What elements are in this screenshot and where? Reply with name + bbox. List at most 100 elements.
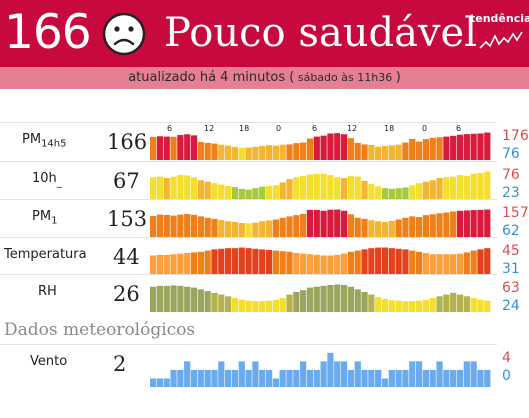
row-label-name: PM [32,209,52,224]
wind-bar [463,361,470,387]
pm1-bar [354,217,361,237]
update-main: atualizado há 4 minutos ( [128,70,295,85]
temperature-bar [245,248,252,275]
pm25-bar [225,145,232,160]
row-label-name: Temperatura [4,247,87,262]
temperature-bar [463,252,470,275]
pm10-bar [422,181,430,199]
pm25-bar [463,134,470,160]
row-value: 44 [113,245,140,269]
pm10-bar [484,171,491,199]
temperature-bar [443,254,450,275]
pm10-bar [265,186,273,199]
humidity-bar [436,296,443,312]
row-divider [0,161,497,162]
pm10-bar [429,180,436,199]
wind-bar [197,369,204,387]
pm25-bar [409,138,416,160]
wind-bar [225,369,232,387]
humidity-bar [381,298,389,312]
pm10-bar [170,176,177,199]
pm10-bar [211,183,218,199]
pm1-bar [375,221,382,237]
pm10-bar [272,185,279,199]
pm25-bar [456,134,464,160]
trend-line-icon[interactable] [478,28,524,54]
temperature-bar [395,248,402,275]
humidity-bar [306,287,314,312]
temperature-bar [293,253,300,275]
pm1-bar [231,221,239,237]
pm1-sparkline [150,209,491,237]
pm10-bar [388,188,395,199]
row-label-sub: 14h5 [41,138,67,150]
wind-bar [334,361,341,387]
temperature-bar [150,255,157,275]
hour-tick: 18 [239,124,250,133]
row-max: 157 [502,205,529,221]
pm25-bar [265,145,273,160]
temperature-bar [190,252,198,275]
humidity-bar [327,284,334,312]
pm10-bar [225,186,232,199]
pm10-bar [368,183,375,199]
wind-bar [450,369,457,387]
temperature-bar [450,254,457,275]
pm10-bar [156,176,164,199]
pm25-bar [381,145,389,160]
wind-bar [415,361,423,387]
temperature-bar [279,251,286,275]
pm25-bar [238,147,245,160]
hour-tick: 6 [456,124,462,133]
pm1-bar [388,220,395,237]
humidity-bar [204,291,211,312]
temperature-bar [361,249,368,275]
pm25-bar [484,132,491,160]
temperature-bar [402,249,409,275]
trend-label[interactable]: tendência [470,12,529,25]
wind-bar [456,369,464,387]
temperature-bar [265,249,273,275]
pm10-bar [204,181,211,199]
wind-bar [265,369,273,387]
humidity-bar [484,300,491,312]
pm10-bar [354,176,361,199]
pm10-bar [340,178,348,199]
temperature-bar [286,251,293,275]
wind-bar [395,369,402,387]
pm1-bar [436,213,443,237]
pm25-bar [395,144,402,160]
section-title: Dados meteorológicos [4,320,196,340]
row-max: 4 [502,350,511,366]
row-label: PM14h5 [22,132,67,150]
update-close: ) [395,70,401,85]
wind-bar [429,369,436,387]
humidity-bar [156,285,164,312]
pm25-bar [279,144,286,160]
pm1-bar [293,215,300,237]
pm10-bar [231,187,239,199]
row-value: 2 [113,352,127,376]
hour-tick: 6 [167,124,173,133]
update-text: atualizado há 4 minutos ( sábado às 11h3… [0,67,529,89]
pm10-bar [252,188,259,199]
humidity-bar [470,298,477,312]
temperature-bar [340,253,348,275]
pm1-bar [340,210,348,237]
wind-sparkline [150,352,491,387]
pm1-bar [368,220,375,237]
humidity-bar [293,291,300,312]
pm10-bar [320,173,327,199]
hour-tick: 18 [384,124,395,133]
pm1-bar [306,209,314,237]
pm25-bar [334,133,341,160]
humidity-bar [477,299,484,312]
aqi-header [0,0,529,67]
pm10-bar [361,180,368,199]
wind-bar [354,361,361,387]
humidity-bar [300,290,307,312]
pm10-bar [443,177,450,199]
pm1-bar [334,209,341,237]
wind-bar [218,361,225,387]
hour-tick: 12 [204,124,215,133]
